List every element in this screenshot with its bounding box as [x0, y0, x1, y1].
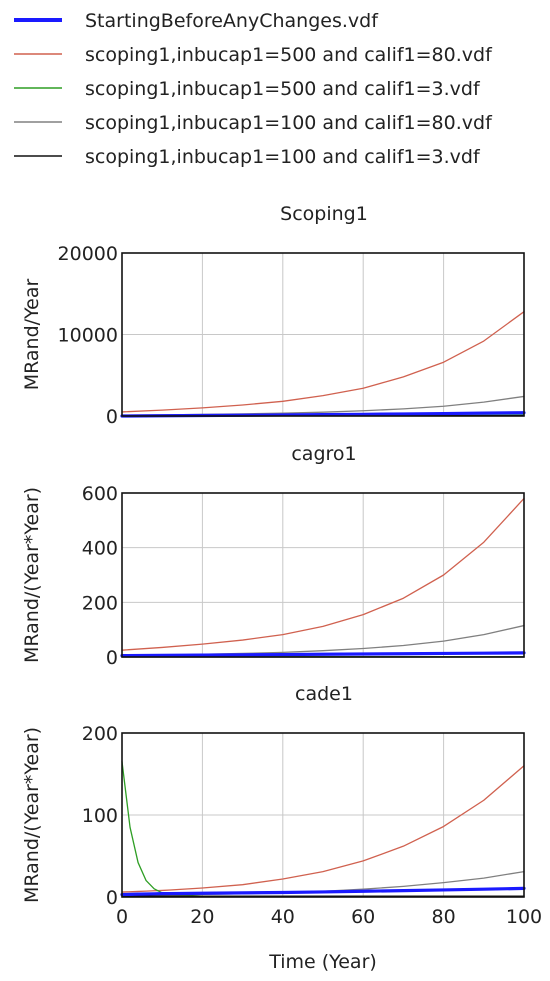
plot-frame — [121, 492, 525, 658]
y-tick-label: 0 — [106, 887, 118, 909]
series-line — [121, 497, 525, 651]
y-axis-label: MRand/(Year*Year) — [21, 727, 43, 903]
legend-label: scoping1,inbucap1=100 and calif1=3.vdf — [85, 146, 481, 168]
legend-label: scoping1,inbucap1=100 and calif1=80.vdf — [85, 112, 493, 134]
y-tick-label: 600 — [82, 483, 118, 505]
series-line — [120, 886, 526, 897]
x-tick-label: 60 — [351, 906, 375, 928]
y-tick-label: 100 — [82, 805, 118, 827]
series-line — [121, 765, 525, 893]
series-line — [120, 651, 526, 658]
legend: StartingBeforeAnyChanges.vdf scoping1,inb… — [14, 10, 493, 168]
y-tick-label: 0 — [106, 647, 118, 669]
y-tick-label: 400 — [82, 538, 118, 560]
y-tick-label: 0 — [106, 406, 118, 428]
x-tick-label: 100 — [506, 906, 542, 928]
y-tick-label: 10000 — [58, 325, 118, 347]
chart-panel-3: cade1 0 100 200 0 20 40 60 80 100 MRand/(Year*Year… — [21, 683, 542, 928]
chart-panel-2: cagro1 0 200 400 600 MRand/(Year*Year) — [21, 443, 526, 669]
chart-title: Scoping1 — [280, 203, 368, 225]
chart-title: cagro1 — [291, 443, 356, 465]
x-tick-label: 80 — [432, 906, 456, 928]
y-axis-label: MRand/Year — [21, 279, 43, 391]
x-axis-label: Time (Year) — [268, 951, 377, 973]
series-line — [121, 761, 525, 897]
y-axis-label: MRand/(Year*Year) — [21, 487, 43, 663]
chart-title: cade1 — [295, 683, 353, 705]
legend-label: scoping1,inbucap1=500 and calif1=3.vdf — [85, 78, 481, 100]
legend-label: StartingBeforeAnyChanges.vdf — [85, 10, 379, 32]
series-line — [121, 624, 525, 657]
y-tick-label: 200 — [82, 723, 118, 745]
y-tick-label: 200 — [82, 592, 118, 614]
x-tick-label: 0 — [116, 906, 128, 928]
legend-label: scoping1,inbucap1=500 and calif1=80.vdf — [85, 44, 493, 66]
x-tick-label: 20 — [190, 906, 214, 928]
chart-panels: Scoping101000020000MRand/Yearcagro102004… — [21, 203, 542, 928]
series-line — [121, 311, 525, 413]
plot-frame — [121, 732, 525, 898]
x-tick-label: 40 — [271, 906, 295, 928]
plot-frame — [121, 252, 525, 417]
y-tick-label: 20000 — [58, 243, 118, 265]
chart-panel-1: Scoping1 0 10000 20000 MRand/Year — [21, 203, 526, 428]
